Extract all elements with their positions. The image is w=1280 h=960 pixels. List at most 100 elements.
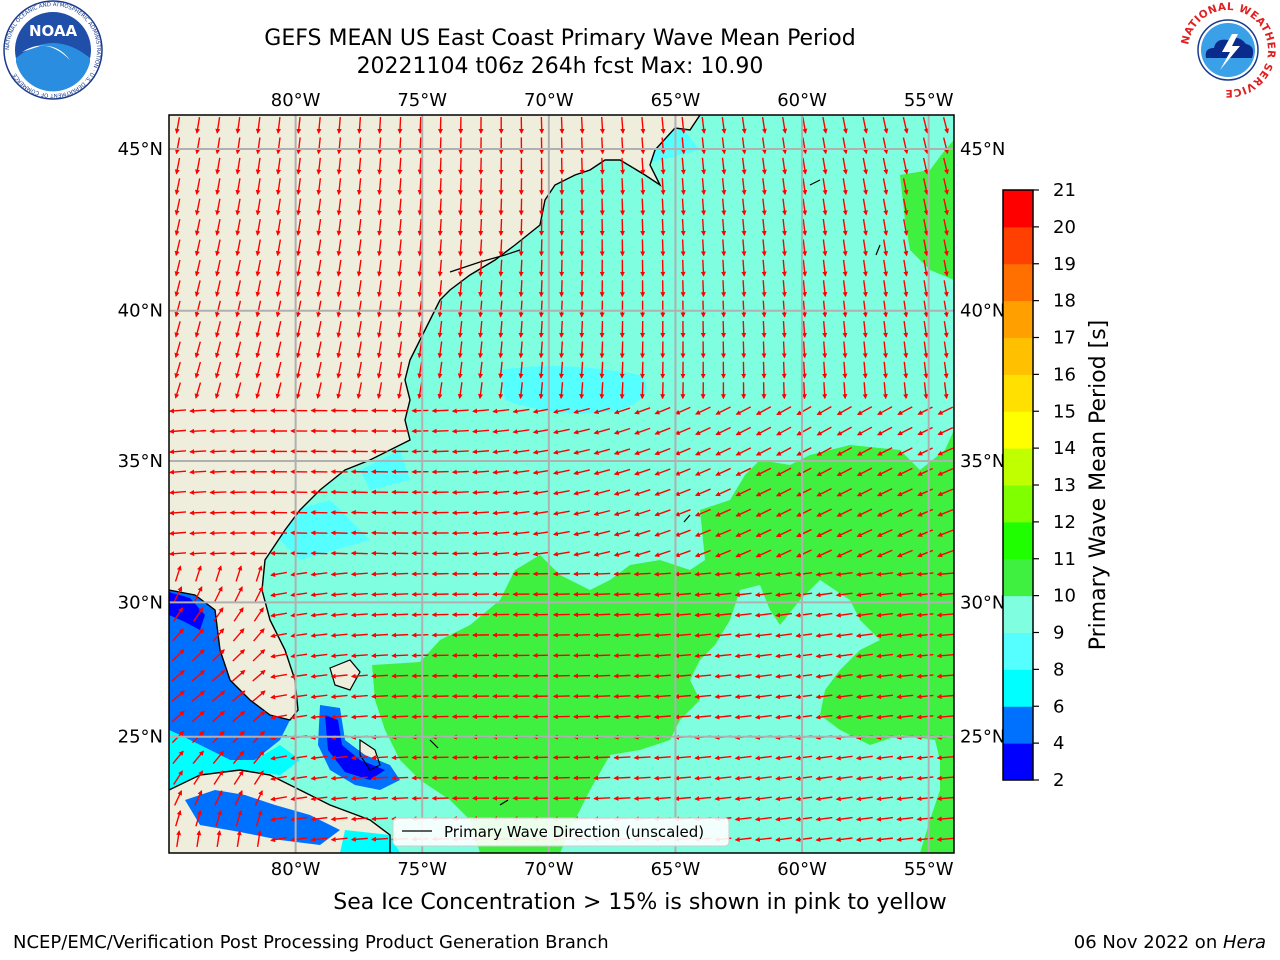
wave-arrow bbox=[917, 406, 933, 415]
wave-arrow bbox=[660, 198, 666, 216]
wave-arrow bbox=[781, 300, 787, 318]
colorbar-tick-label: 10 bbox=[1053, 586, 1076, 607]
wave-arrow bbox=[922, 137, 929, 155]
wave-arrow bbox=[822, 341, 828, 359]
wave-arrow bbox=[175, 809, 182, 827]
wave-arrow bbox=[741, 178, 747, 196]
wave-arrow bbox=[761, 218, 767, 236]
wave-arrow bbox=[350, 775, 368, 781]
wave-arrow bbox=[189, 551, 207, 557]
wave-arrow bbox=[579, 341, 585, 359]
colorbar-segment bbox=[1003, 632, 1033, 670]
wave-arrow bbox=[437, 198, 443, 216]
wave-arrow bbox=[478, 198, 484, 216]
wave-arrow bbox=[233, 770, 244, 785]
wave-arrow bbox=[310, 653, 328, 659]
wave-arrow bbox=[902, 178, 909, 196]
wave-arrow bbox=[191, 649, 205, 662]
wave-arrow bbox=[700, 280, 706, 298]
wave-arrow bbox=[391, 653, 409, 659]
wave-arrow bbox=[350, 796, 368, 802]
wave-arrow bbox=[330, 816, 348, 822]
wave-arrow bbox=[876, 653, 894, 659]
wave-arrow bbox=[836, 528, 853, 538]
period-2-6-region-cuba bbox=[185, 790, 340, 845]
wave-arrow bbox=[512, 408, 530, 414]
wave-arrow bbox=[593, 632, 611, 638]
wave-arrow bbox=[715, 508, 732, 517]
wave-arrow bbox=[235, 300, 242, 318]
wave-arrow bbox=[255, 565, 263, 582]
wave-arrow bbox=[897, 467, 913, 476]
wave-arrow bbox=[214, 361, 222, 379]
wave-arrow bbox=[836, 406, 852, 416]
wave-arrow bbox=[680, 116, 686, 134]
wave-arrow bbox=[694, 796, 712, 802]
wave-arrow bbox=[451, 469, 469, 475]
wave-arrow bbox=[573, 632, 591, 638]
wave-arrow bbox=[191, 710, 205, 723]
wave-arrow bbox=[593, 489, 611, 496]
wave-arrow bbox=[417, 239, 423, 257]
wave-arrow bbox=[923, 219, 929, 236]
wave-arrow bbox=[194, 586, 203, 602]
wave-arrow bbox=[174, 157, 181, 175]
wave-arrow bbox=[741, 116, 747, 134]
wave-arrow bbox=[377, 116, 383, 134]
wave-arrow bbox=[936, 796, 954, 802]
wave-arrow bbox=[835, 633, 853, 639]
wave-arrow bbox=[640, 137, 646, 155]
wave-arrow bbox=[721, 157, 727, 175]
wave-arrow bbox=[862, 218, 868, 236]
wave-arrow bbox=[902, 157, 909, 175]
wave-arrow bbox=[942, 137, 949, 155]
wave-arrow bbox=[741, 218, 747, 236]
wave-arrow bbox=[815, 673, 833, 679]
wave-arrow bbox=[734, 653, 752, 659]
wave-arrow bbox=[862, 117, 869, 134]
wave-arrow bbox=[336, 116, 342, 134]
wave-arrow bbox=[916, 816, 934, 822]
wave-arrow bbox=[209, 489, 227, 495]
wave-arrow bbox=[795, 633, 813, 639]
wave-arrow bbox=[781, 341, 787, 359]
colorbar-segment bbox=[1003, 190, 1033, 228]
wave-arrow bbox=[196, 830, 202, 848]
wave-arrow bbox=[599, 116, 605, 134]
wave-arrow bbox=[660, 116, 666, 134]
wave-arrow bbox=[660, 178, 666, 196]
wave-arrow bbox=[512, 469, 530, 475]
wave-arrow bbox=[215, 300, 221, 318]
wave-arrow bbox=[855, 653, 873, 659]
colorbar-segment bbox=[1003, 448, 1033, 486]
wave-arrow bbox=[896, 653, 914, 659]
wave-arrow bbox=[714, 714, 732, 720]
wave-arrow bbox=[411, 632, 429, 638]
wave-arrow bbox=[330, 755, 348, 761]
wave-arrow bbox=[775, 653, 793, 659]
wave-arrow bbox=[835, 673, 853, 679]
wave-arrow bbox=[755, 447, 772, 456]
wave-arrow bbox=[795, 775, 813, 781]
wave-arrow bbox=[674, 714, 692, 720]
wave-arrow bbox=[896, 714, 914, 720]
wave-arrow bbox=[855, 775, 873, 781]
wave-arrow bbox=[336, 341, 342, 359]
wave-arrow bbox=[492, 428, 510, 434]
colorbar-tick-label: 15 bbox=[1053, 401, 1076, 422]
wave-arrow bbox=[232, 710, 246, 723]
wave-arrow bbox=[255, 341, 262, 359]
wave-arrow bbox=[835, 571, 853, 577]
wave-arrow bbox=[176, 830, 182, 848]
wave-arrow bbox=[270, 775, 287, 781]
wave-arrow bbox=[613, 530, 631, 537]
wave-arrow bbox=[694, 775, 712, 781]
wave-arrow bbox=[714, 612, 732, 618]
wave-arrow bbox=[357, 116, 363, 134]
wave-arrow bbox=[836, 508, 853, 517]
wave-arrow bbox=[209, 408, 227, 414]
wave-arrow bbox=[754, 592, 772, 598]
wave-arrow bbox=[518, 361, 524, 379]
wave-arrow bbox=[431, 449, 449, 455]
wave-arrow bbox=[573, 489, 590, 496]
